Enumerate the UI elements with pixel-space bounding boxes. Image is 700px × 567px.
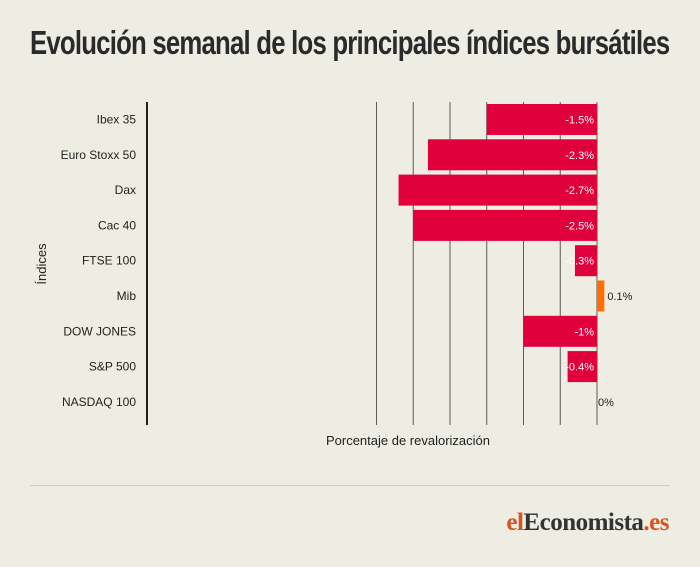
bar [574, 245, 597, 277]
bar [486, 104, 597, 135]
data-label: -1% [574, 326, 594, 338]
data-label: 0.1% [607, 291, 632, 303]
brand-logo-el: el [506, 509, 524, 536]
category-label: FTSE 100 [82, 254, 136, 268]
category-label: NASDAQ 100 [62, 395, 136, 409]
brand-logo-economista: Economista [523, 509, 644, 536]
data-label: -2.5% [565, 220, 594, 232]
bar [427, 139, 597, 171]
x-axis-title: Porcentaje de revalorización [326, 433, 490, 448]
data-label: -2.7% [565, 185, 594, 197]
brand-logo-es: .es [643, 509, 669, 536]
bar [597, 280, 605, 312]
category-label: DOW JONES [63, 324, 136, 338]
data-label: -2.3% [565, 150, 594, 162]
category-label: Dax [115, 183, 136, 197]
bar [567, 351, 597, 383]
brand-logo: elEconomista.es [506, 509, 669, 537]
y-axis-title: Índices [34, 243, 49, 285]
category-label: Cac 40 [98, 218, 136, 232]
bar [398, 174, 597, 206]
chart-title: Evolución semanal de los principales índ… [30, 24, 670, 61]
category-label: Euro Stoxx 50 [61, 148, 137, 162]
data-label: -0.4% [565, 362, 594, 374]
data-label: 0% [598, 397, 614, 409]
bar [523, 315, 597, 347]
category-label: Mib [117, 289, 137, 303]
bar [413, 209, 597, 241]
category-label: Ibex 35 [97, 113, 137, 127]
data-label: -1.5% [565, 115, 594, 127]
category-label: S&P 500 [89, 360, 136, 374]
bar-chart: Ibex 35 -1.5% Euro Stoxx 50 -2.3% Dax -2.7% Ca… [34, 102, 633, 448]
footer-divider [30, 485, 670, 486]
data-label: -0.3% [565, 256, 594, 268]
